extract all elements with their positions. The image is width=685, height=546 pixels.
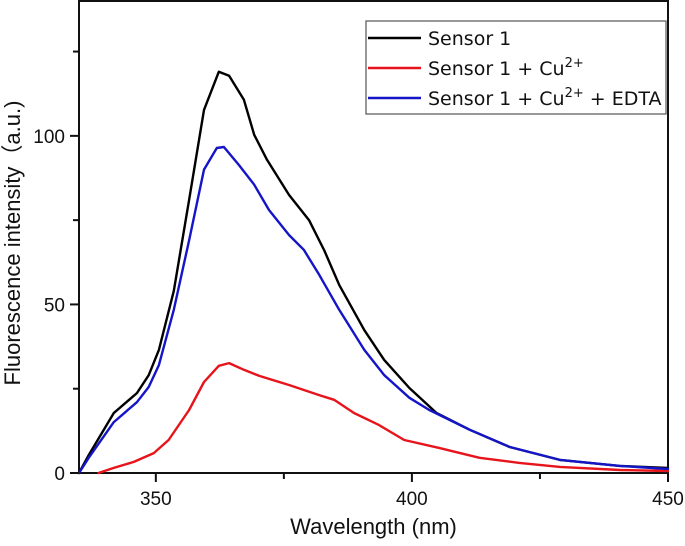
y-axis-title: Fluorescence intensity（a.u.) [0, 101, 25, 386]
x-axis-title: Wavelength (nm) [290, 514, 457, 539]
plot-area [78, 0, 669, 474]
series-line-1 [77, 70, 670, 475]
x-tick-label: 450 [652, 489, 684, 510]
y-tick-label: 100 [33, 127, 65, 148]
legend: Sensor 1 Sensor 1 + Cu2+ Sensor 1 + Cu2+ +… [365, 20, 667, 115]
plot-border [78, 0, 669, 474]
series-line-3 [77, 145, 670, 475]
legend-label-1: Sensor 1 [428, 28, 511, 50]
legend-label-3: Sensor 1 + Cu2+ + EDTA [428, 86, 662, 110]
axis-ticks: 350 400 450 0 50 100 [33, 50, 684, 510]
y-tick-label: 0 [54, 464, 65, 485]
x-tick-label: 350 [140, 489, 172, 510]
legend-label-2: Sensor 1 + Cu2+ [428, 56, 584, 80]
series-layer [77, 70, 670, 475]
series-line-2 [97, 361, 670, 475]
x-tick-label: 400 [396, 489, 428, 510]
y-tick-label: 50 [44, 295, 65, 316]
